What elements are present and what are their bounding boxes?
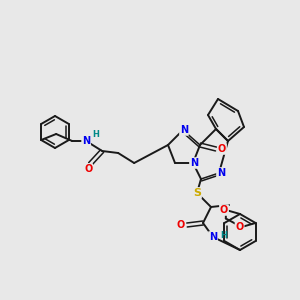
Text: O: O <box>84 164 92 174</box>
Text: N: N <box>82 136 90 146</box>
Text: S: S <box>193 188 201 198</box>
Text: N: N <box>190 158 198 168</box>
Text: O: O <box>220 205 228 215</box>
Text: H: H <box>220 231 227 240</box>
Text: N: N <box>217 168 225 178</box>
Text: O: O <box>236 222 244 232</box>
Text: N: N <box>180 125 188 135</box>
Text: O: O <box>177 220 185 230</box>
Text: O: O <box>218 144 226 154</box>
Text: N: N <box>209 232 217 242</box>
Text: H: H <box>92 130 99 139</box>
